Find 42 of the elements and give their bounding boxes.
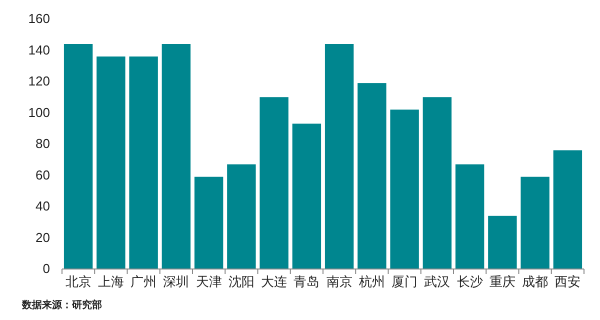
bar — [162, 44, 191, 269]
bar — [194, 176, 224, 269]
x-tick-label: 广州 — [130, 274, 157, 290]
y-tick-label: 80 — [36, 136, 50, 152]
bar — [488, 216, 517, 269]
y-tick-label: 20 — [36, 230, 50, 245]
source-note: 数据来源：研究部 — [21, 299, 102, 311]
bar — [292, 124, 322, 269]
x-tick-label: 大连 — [261, 274, 288, 290]
bar — [96, 56, 126, 269]
y-tick-label: 140 — [28, 42, 50, 58]
x-tick-label: 上海 — [98, 274, 124, 290]
y-tick-label: 120 — [28, 74, 50, 89]
y-tick-label: 0 — [42, 261, 50, 276]
x-tick-label: 杭州 — [358, 274, 385, 290]
y-tick-label: 160 — [28, 11, 50, 26]
x-tick-label: 重庆 — [489, 274, 516, 290]
x-tick-label: 西安 — [554, 274, 581, 290]
x-tick-label: 沈阳 — [228, 274, 254, 290]
y-tick-label: 40 — [36, 198, 50, 214]
x-tick-label: 北京 — [65, 274, 92, 290]
x-tick-label: 天津 — [196, 274, 222, 290]
x-tick-label: 南京 — [326, 274, 352, 290]
y-tick-label: 60 — [36, 167, 50, 182]
bar — [358, 83, 386, 269]
bar — [455, 164, 484, 269]
bar — [129, 56, 158, 269]
x-tick-label: 长沙 — [456, 274, 483, 290]
x-tick-label: 厦门 — [392, 274, 418, 290]
x-tick-label: 青岛 — [294, 274, 320, 290]
x-tick-label: 成都 — [522, 274, 548, 290]
bar — [227, 164, 256, 269]
bar — [390, 110, 419, 269]
bar — [520, 176, 550, 269]
bar — [553, 150, 582, 269]
bar — [64, 44, 93, 269]
bar — [422, 97, 452, 269]
bar — [260, 97, 288, 269]
x-tick-label: 武汉 — [424, 274, 450, 290]
x-tick-label: 深圳 — [163, 274, 190, 290]
bar — [324, 44, 354, 269]
y-tick-label: 100 — [28, 104, 50, 120]
